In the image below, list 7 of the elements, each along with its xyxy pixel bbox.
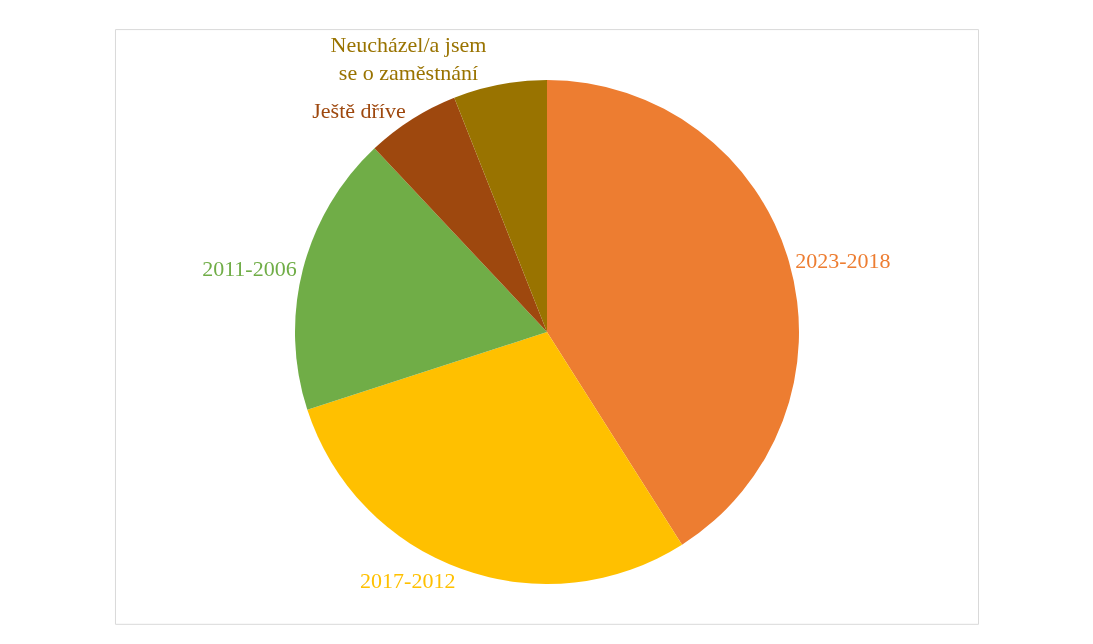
- slice-label: 2011-2006: [202, 256, 297, 282]
- pie-slice: [295, 148, 547, 410]
- slice-label: 2023-2018: [795, 248, 891, 274]
- slice-label: Ještě dříve: [312, 97, 406, 123]
- pie-slice: [454, 80, 547, 332]
- slice-label: Neucházel/a jsem se o zaměstnání: [330, 31, 487, 86]
- slice-label: 2017-2012: [360, 567, 456, 593]
